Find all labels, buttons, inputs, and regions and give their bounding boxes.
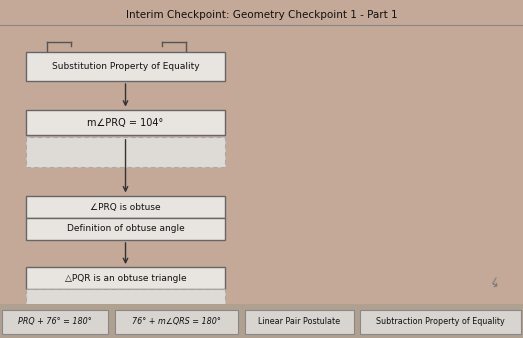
Text: 76° + m∠QRS = 180°: 76° + m∠QRS = 180° [132, 317, 221, 326]
Text: Linear Pair Postulate: Linear Pair Postulate [258, 317, 340, 326]
Bar [360, 310, 521, 334]
Bar [26, 196, 225, 218]
Bar [245, 310, 354, 334]
Text: △PQR is an obtuse triangle: △PQR is an obtuse triangle [65, 273, 186, 283]
Text: ∠PRQ is obtuse: ∠PRQ is obtuse [90, 202, 161, 212]
Bar [2, 310, 108, 334]
Text: Definition of obtuse angle: Definition of obtuse angle [66, 224, 185, 234]
Bar [26, 137, 225, 167]
Text: Substitution Property of Equality: Substitution Property of Equality [52, 62, 199, 71]
Bar [26, 289, 225, 311]
Text: m∠PRQ = 104°: m∠PRQ = 104° [87, 118, 164, 127]
Bar [115, 310, 238, 334]
Bar [26, 110, 225, 135]
Bar [26, 52, 225, 81]
Text: Subtraction Property of Equality: Subtraction Property of Equality [376, 317, 505, 326]
Text: ↳: ↳ [486, 276, 502, 292]
Bar [26, 218, 225, 240]
Text: Interim Checkpoint: Geometry Checkpoint 1 - Part 1: Interim Checkpoint: Geometry Checkpoint … [126, 10, 397, 20]
Bar [0, 304, 523, 338]
Bar [26, 267, 225, 289]
Text: PRQ + 76° = 180°: PRQ + 76° = 180° [18, 317, 92, 326]
